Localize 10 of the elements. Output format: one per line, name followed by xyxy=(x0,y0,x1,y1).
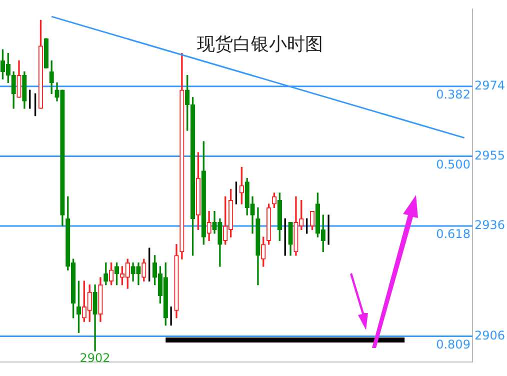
y-tick-label: 2906 xyxy=(474,328,506,342)
annotation: 2902 xyxy=(80,351,110,366)
annotation: 0.382 xyxy=(436,88,470,102)
annotation: 0.618 xyxy=(436,227,470,242)
y-tick-label: 2974 xyxy=(474,78,506,92)
y-tick-label: 2936 xyxy=(474,218,506,232)
text: 现货白银小时图 xyxy=(196,33,324,56)
annotation: 0.500 xyxy=(436,157,470,172)
y-tick-label: 2955 xyxy=(474,148,506,162)
annotation: 0.809 xyxy=(436,337,470,352)
